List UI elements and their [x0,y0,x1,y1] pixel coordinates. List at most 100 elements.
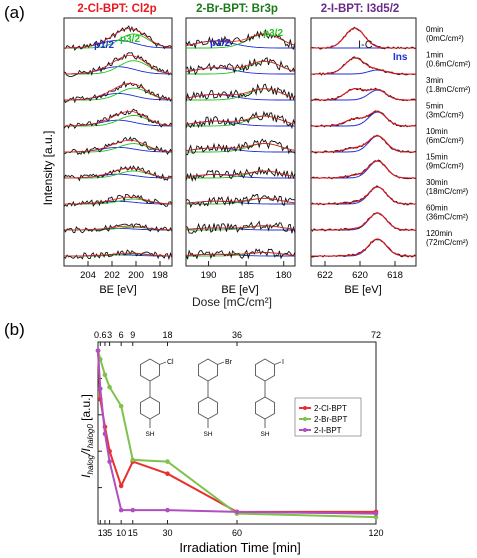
spectrum-data [310,238,417,258]
fit-envelope [185,225,296,230]
fit-envelope [185,252,296,256]
ins-component [311,89,416,101]
br3p-title: 2-Br-BPT: Br3p [196,3,278,15]
spectrum-data [310,56,417,76]
panel-b-label: (b) [4,320,25,339]
fit-envelope [185,88,296,99]
spectrum-data [63,25,173,51]
top-tick-label: 9 [130,330,135,340]
x-tick-label: 185 [238,270,254,281]
br3p-plot-frame [185,17,296,267]
top-tick-label: 18 [162,330,172,340]
fit-envelope [185,197,296,204]
time-dose-labels: 0min(0mC/cm²) 1min(0.6mC/cm²) 3min(1.8mC/c… [426,25,471,247]
ring-upper [255,358,275,382]
decay-xlabel: Irradiation Time [min] [179,540,300,555]
decay-ylabel-sub2: halog0 [86,424,95,449]
time-label: 0min [426,25,443,34]
time-label: 15min [426,153,448,162]
fit-envelope [64,111,173,127]
legend-label: 2-Cl-BPT [314,404,347,413]
ring-lower [255,396,275,420]
fit-envelope [64,196,172,205]
dose-label: (0mC/cm²) [426,34,464,43]
fit-envelope [185,115,296,125]
x-tick-label: 1 [98,528,103,538]
spectrum-data [185,56,296,76]
x-tick-label: 60 [232,528,242,538]
ins-component [311,212,416,231]
legend-marker [303,417,307,421]
decay-ylabel-mid: /I [79,448,93,456]
x-tick-label: 200 [128,270,144,281]
top-tick-label: 0.6 [94,330,107,340]
spectrum-data [63,165,173,182]
dose-label: (0.6mC/cm²) [426,60,471,69]
fit-envelope [64,252,172,257]
spectrum-data [185,110,296,130]
fit-envelope [311,212,416,231]
cl-p32-label: p3/2 [120,34,140,45]
halogen-bond [217,361,225,365]
p32-component [64,60,173,75]
i-ins-label: Ins [393,52,408,63]
i3d-xlabel: BE [eV] [344,284,381,296]
series-point [130,507,136,513]
halogen-label: I [282,359,284,366]
series-point [107,459,112,464]
x-tick-label: 120 [368,528,383,538]
time-label: 30min [426,178,448,187]
ring-upper [198,358,218,382]
spectrum-data [63,52,173,78]
x-tick-label: 190 [201,270,217,281]
time-label: 3min [426,76,443,85]
fit-envelope [185,142,296,151]
cl2p-title: 2-Cl-BPT: Cl2p [77,3,156,15]
x-tick-label: 3 [102,528,107,538]
fit-envelope [311,160,416,179]
top-tick-label: 72 [371,330,381,340]
spectrum-data [185,138,296,156]
x-tick-label: 620 [352,270,368,281]
top-tick-label: 3 [107,330,112,340]
fit-envelope [311,57,416,75]
series-point [165,459,170,464]
legend-label: 2-Br-BPT [314,415,347,424]
br-p12-label: p1/2 [210,38,230,49]
legend-marker [303,428,307,432]
series-point [98,386,103,392]
series-point [118,507,124,513]
fit-envelope [311,238,416,257]
series-point [95,348,101,353]
series-point [102,431,108,437]
halogen-label: Br [225,359,233,366]
fit-envelope [311,135,416,153]
cl2p-spectra [63,25,173,261]
x-tick-label: 30 [162,528,172,538]
fit-envelope [311,88,416,101]
br-p32-label: p3/2 [263,28,283,39]
svg-text:Ihalog/Ihalog0 [a.u.]: Ihalog/Ihalog0 [a.u.] [79,394,95,478]
series-point [234,509,240,515]
series-point [130,457,136,463]
halogen-label: Cl [167,359,174,366]
ins-component [311,186,416,205]
x-tick-label: 10 [116,528,126,538]
fit-envelope [64,139,173,153]
fit-envelope [185,33,296,46]
series-point [373,514,379,520]
time-label: 5min [426,102,443,111]
fit-envelope [311,186,416,205]
series-point [118,483,124,489]
time-label: 10min [426,127,448,136]
spectrum-data [185,83,296,103]
spectrum-data [310,134,417,154]
dose-axis-label: Dose [mC/cm²] [192,295,272,309]
spectrum-data [63,193,173,207]
x-tick-label: 618 [387,270,403,281]
spectrum-data [185,166,296,183]
fit-envelope [185,170,296,178]
x-tick-label: 15 [128,528,138,538]
x-tick-label: 622 [317,270,333,281]
